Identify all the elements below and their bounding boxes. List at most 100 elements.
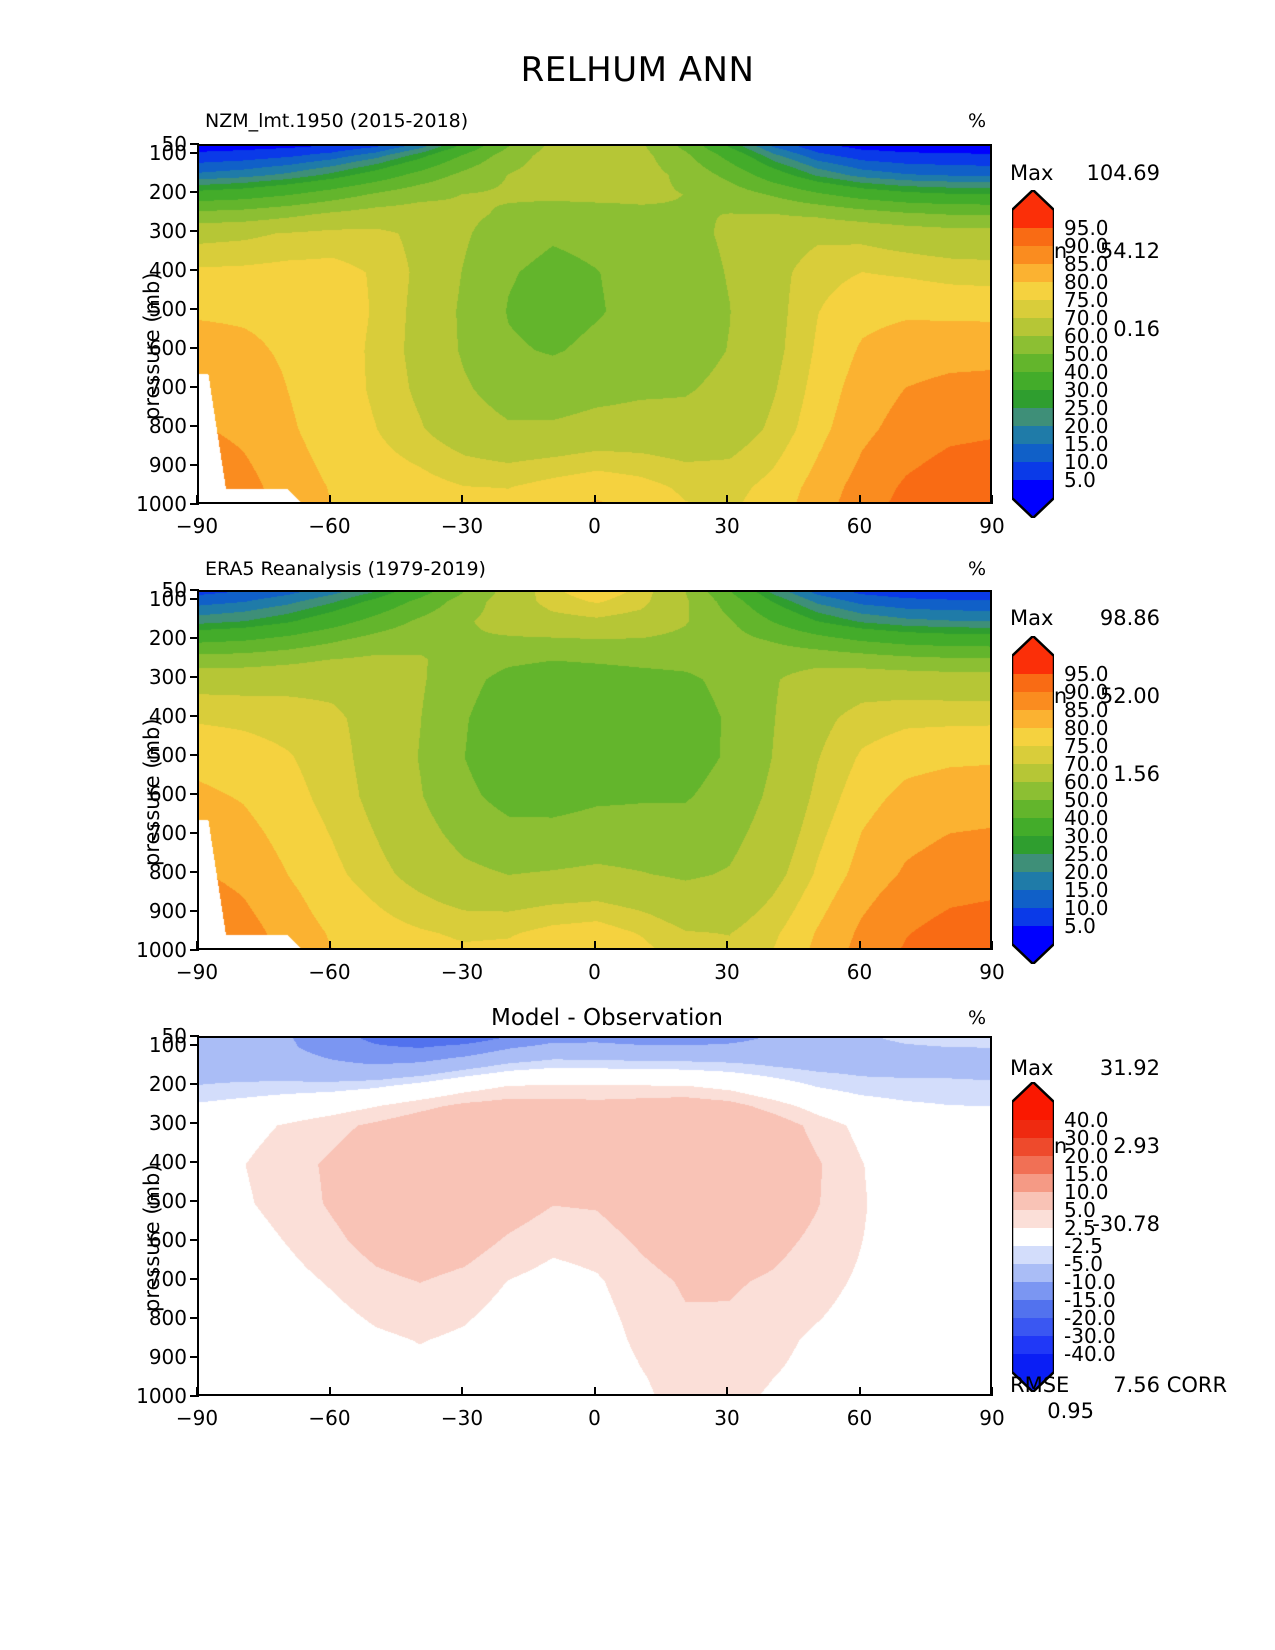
x-tick-label: 30 <box>714 1406 740 1430</box>
y-tick-label: 400 <box>148 704 187 728</box>
y-tick-label: 700 <box>148 375 187 399</box>
y-tick-label: 100 <box>148 141 187 165</box>
colorbar-tick-label: 5.0 <box>1064 468 1096 492</box>
x-tick-label: −60 <box>308 1406 351 1430</box>
y-tick-mark <box>190 308 199 310</box>
x-tick-mark <box>991 1387 993 1396</box>
colorbar-gradient <box>1010 634 1056 966</box>
x-tick-mark <box>461 941 463 950</box>
x-tick-mark <box>991 495 993 504</box>
y-tick-mark <box>190 1239 199 1241</box>
footer-stat-label: RMSE <box>1010 1373 1070 1397</box>
y-tick-mark <box>190 1278 199 1280</box>
colorbar-tick-label: 70.0 <box>1064 306 1109 330</box>
y-tick-mark <box>190 152 199 154</box>
y-tick-mark <box>190 1044 199 1046</box>
y-tick-label: 50 <box>161 578 187 602</box>
x-tick-label: −90 <box>175 960 219 984</box>
stat-value: 54.12 <box>1099 239 1160 263</box>
panel-observation-label: ERA5 Reanalysis (1979-2019) <box>205 558 486 580</box>
colorbar-tick-label: 10.0 <box>1064 896 1109 920</box>
y-tick-label: 100 <box>148 1033 187 1057</box>
x-tick-label: 60 <box>846 960 873 984</box>
panel-model-units: % <box>968 110 987 132</box>
y-tick-label: 400 <box>148 1150 187 1174</box>
x-tick-mark <box>858 495 861 504</box>
panel-difference-label: Model - Observation <box>490 1005 724 1031</box>
panel-difference-footer-stats: RMSE 7.56 CORR 0.95 <box>1010 1372 1275 1424</box>
x-tick-label: −90 <box>175 1406 219 1430</box>
colorbar-tick-label: 60.0 <box>1064 770 1109 794</box>
colorbar-tick-label: 20.0 <box>1064 414 1109 438</box>
colorbar-tick-label: 30.0 <box>1064 378 1109 402</box>
x-tick-mark <box>858 1387 861 1396</box>
y-tick-mark <box>190 676 199 678</box>
x-tick-label: −30 <box>440 960 484 984</box>
footer-stat-value: 0.95 <box>1047 1399 1094 1423</box>
y-tick-label: 800 <box>148 414 187 438</box>
colorbar-tick-label: 60.0 <box>1064 324 1109 348</box>
y-tick-label: 900 <box>148 899 187 923</box>
colorbar-tick-label: 70.0 <box>1064 752 1109 776</box>
colorbar-tick-label: 5.0 <box>1064 914 1096 938</box>
x-tick-label: 0 <box>588 960 601 984</box>
y-tick-mark <box>190 910 199 912</box>
y-tick-label: 1000 <box>136 492 187 516</box>
y-tick-label: 700 <box>148 821 187 845</box>
x-tick-label: −30 <box>440 1406 484 1430</box>
x-tick-label: 90 <box>979 960 1005 984</box>
panel-observation-colorbar[interactable]: 95.0 90.0 85.0 80.0 75.0 70.0 60.0 50.0 40.0 30.0… <box>1010 634 1162 966</box>
stat-value: 31.92 <box>1099 1056 1160 1080</box>
x-tick-mark <box>991 941 993 950</box>
y-tick-mark <box>190 143 199 145</box>
y-tick-label: 200 <box>148 626 187 650</box>
x-tick-mark <box>196 941 198 950</box>
y-tick-mark <box>190 949 199 951</box>
x-tick-label: 90 <box>979 1406 1005 1430</box>
y-tick-mark <box>190 832 199 834</box>
y-tick-label: 300 <box>148 219 187 243</box>
colorbar-tick-label: 10.0 <box>1064 1180 1109 1204</box>
colorbar-tick-label: -40.0 <box>1064 1342 1116 1366</box>
colorbar-tick-label: 75.0 <box>1064 288 1109 312</box>
x-tick-mark <box>196 1387 198 1396</box>
y-tick-label: 400 <box>148 258 187 282</box>
y-tick-mark <box>190 637 199 639</box>
y-tick-label: 300 <box>148 665 187 689</box>
x-tick-mark <box>726 495 728 504</box>
y-tick-mark <box>190 230 199 232</box>
y-tick-mark <box>190 425 199 427</box>
y-tick-label: 700 <box>148 1267 187 1291</box>
x-tick-mark <box>328 495 331 504</box>
panel-observation-plot <box>197 590 992 950</box>
y-tick-mark <box>190 1161 199 1163</box>
panel-difference-colorbar[interactable]: 40.0 30.0 20.0 15.0 10.0 5.0 2.5 -2.5 -5.0 -10.0-… <box>1010 1080 1162 1394</box>
colorbar-tick-label: 75.0 <box>1064 734 1109 758</box>
x-tick-mark <box>196 495 198 504</box>
colorbar-tick-label: 95.0 <box>1064 662 1109 686</box>
x-tick-mark <box>461 1387 463 1396</box>
y-tick-label: 200 <box>148 1072 187 1096</box>
y-tick-mark <box>190 386 199 388</box>
y-tick-label: 300 <box>148 1111 187 1135</box>
colorbar-tick-label: 90.0 <box>1064 234 1109 258</box>
stat-label: Max <box>1010 161 1054 185</box>
x-tick-label: −30 <box>440 514 484 538</box>
colorbar-tick-label: 15.0 <box>1064 1162 1109 1186</box>
x-tick-mark <box>328 941 331 950</box>
colorbar-tick-label: 80.0 <box>1064 270 1109 294</box>
stat-value: 1.56 <box>1113 762 1160 786</box>
x-tick-label: 30 <box>714 960 740 984</box>
panel-model-colorbar[interactable]: 95.0 90.0 85.0 80.0 75.0 70.0 60.0 50.0 40.0 30.0… <box>1010 188 1162 520</box>
y-tick-mark <box>190 269 199 271</box>
y-tick-label: 50 <box>161 132 187 156</box>
x-tick-mark <box>726 1387 728 1396</box>
y-tick-mark <box>190 1317 199 1319</box>
x-tick-label: 90 <box>979 514 1005 538</box>
colorbar-tick-label: 40.0 <box>1064 360 1109 384</box>
colorbar-tick-label: 95.0 <box>1064 216 1109 240</box>
x-tick-label: 0 <box>588 1406 601 1430</box>
stat-value: 0.16 <box>1113 317 1160 341</box>
y-tick-mark <box>190 503 199 505</box>
y-tick-mark <box>190 589 199 591</box>
